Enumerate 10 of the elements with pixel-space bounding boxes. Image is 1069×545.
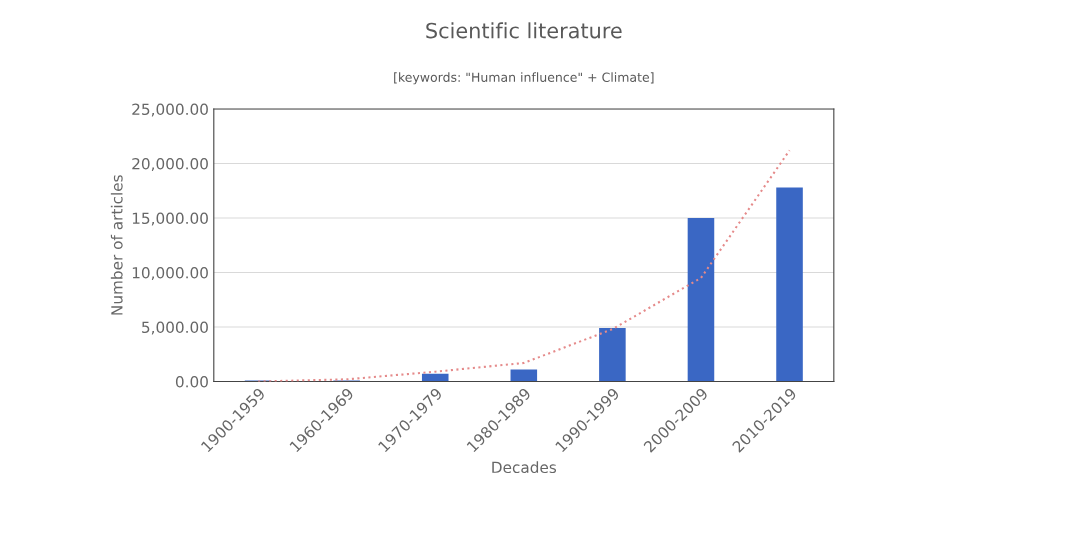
y-tick-label: 20,000.00	[132, 157, 208, 172]
y-tick-label: 10,000.00	[132, 266, 208, 281]
y-axis-title: Number of articles	[110, 175, 123, 315]
x-axis-title: Decades	[492, 461, 557, 474]
y-tick-label: 0.00	[175, 375, 208, 388]
y-tick-label: 15,000.00	[132, 212, 208, 226]
y-tick-label: 25,000.00	[132, 103, 208, 117]
chart-title: Scientific literature	[426, 22, 622, 39]
y-tick-label: 5,000.00	[142, 321, 208, 335]
chart-subtitle: [keywords: "Human influence" + Climate]	[394, 72, 654, 85]
